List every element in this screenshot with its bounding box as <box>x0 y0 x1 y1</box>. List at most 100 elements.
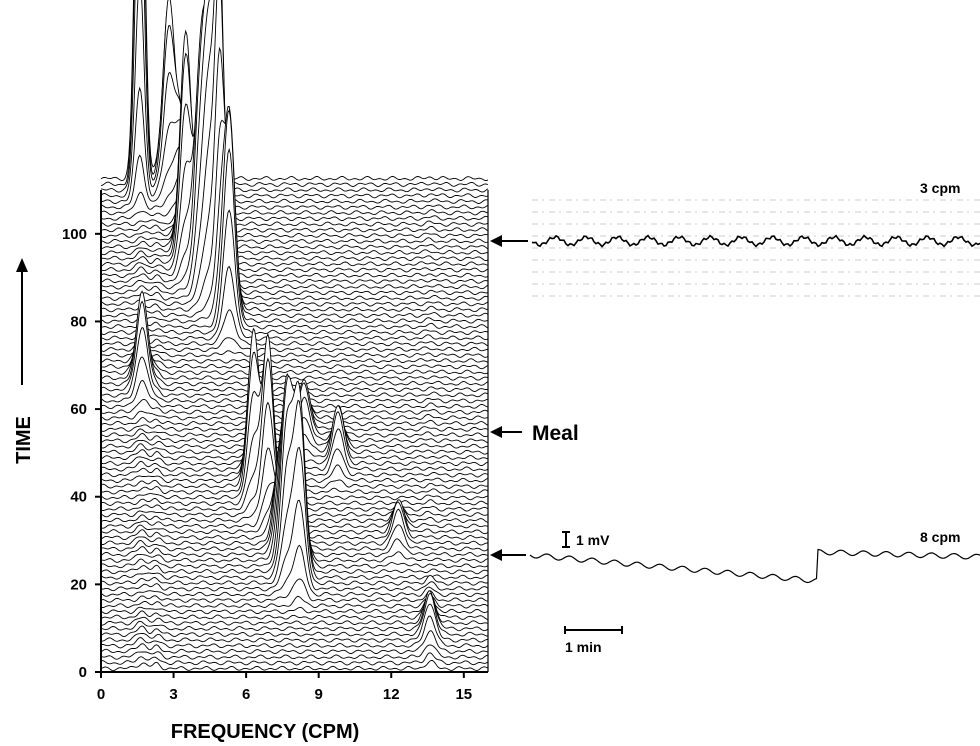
x-tick-label: 12 <box>383 686 400 703</box>
spectrum-line <box>100 590 489 632</box>
spectrum-line <box>100 109 489 324</box>
x-axis-title: FREQUENCY (CPM) <box>171 721 360 743</box>
spectrum-line <box>100 143 489 239</box>
x-tick-label: 6 <box>242 686 250 703</box>
time-scale-label: 1 min <box>565 639 602 655</box>
spectrum-line <box>100 306 489 375</box>
spectrum-fill <box>101 411 488 467</box>
x-tick-label: 3 <box>169 686 177 703</box>
spectrum-line <box>100 101 489 267</box>
spectrum-line <box>100 339 489 358</box>
y-axis-title-group: TIME <box>13 416 35 464</box>
spectrum-line <box>100 499 489 592</box>
spectrum-line <box>100 46 489 307</box>
ecg-traces <box>529 199 980 584</box>
spectrum-line <box>100 595 489 609</box>
spectrum-line <box>100 293 489 381</box>
spectrum-line <box>100 337 489 353</box>
spectrum-line <box>100 265 489 341</box>
voltage-scale-label: 1 mV <box>576 532 610 548</box>
spectrum-line <box>100 106 489 318</box>
spectrum-line <box>100 3 489 279</box>
waterfall-plot <box>100 0 489 672</box>
arrow-8cpm-icon <box>490 549 526 561</box>
spectrum-fill <box>101 579 488 603</box>
spectrum-line <box>100 660 489 672</box>
spectrum-line <box>100 173 489 216</box>
x-ticks: 0 3 6 9 12 15 <box>97 672 472 703</box>
spectrum-line <box>100 45 489 273</box>
spectrum-line <box>100 0 489 199</box>
x-tick-label: 0 <box>97 686 105 703</box>
spectrum-fill <box>101 481 488 529</box>
y-tick-label: 20 <box>70 576 87 593</box>
spectrum-fill <box>101 500 488 592</box>
x-tick-label: 15 <box>455 686 472 703</box>
label-8cpm: 8 cpm <box>920 529 960 545</box>
trace-8cpm <box>529 548 980 584</box>
y-tick-label: 40 <box>70 489 87 506</box>
spectrum-fill <box>101 545 488 598</box>
spectrum-fill <box>101 0 488 296</box>
spectrum-line <box>100 209 489 335</box>
spectrum-line <box>100 119 489 313</box>
y-tick-label: 80 <box>70 313 87 330</box>
spectrum-line <box>100 183 489 233</box>
y-tick-label: 60 <box>70 401 87 418</box>
y-axis-title: TIME <box>13 416 35 464</box>
spectrum-line <box>100 199 489 227</box>
spectrum-line <box>100 578 489 603</box>
x-tick-label: 9 <box>315 686 323 703</box>
spectrum-line <box>100 325 489 370</box>
spectrum-line <box>100 630 489 655</box>
spectrum-fill <box>101 596 488 609</box>
spectrum-line <box>100 86 489 204</box>
spectrum-line <box>100 147 489 330</box>
arrow-3cpm-icon <box>490 235 528 247</box>
spectrum-line <box>100 644 489 660</box>
axes: 0 3 6 9 12 15 0 20 40 60 80 100 FREQUENCY (CPM) TI… <box>13 190 488 743</box>
spectrum-line <box>100 309 489 347</box>
spectrum-line <box>100 399 489 580</box>
spectrum-fill <box>101 405 488 461</box>
y-tick-label: 0 <box>79 664 87 681</box>
spectrum-line <box>100 603 488 643</box>
spectrum-line <box>100 146 489 210</box>
spectrum-fill <box>101 652 488 666</box>
spectrum-line <box>100 193 489 222</box>
spectrum-line <box>100 446 489 586</box>
spectrum-fill <box>101 464 488 535</box>
meal-label: Meal <box>532 422 579 445</box>
spectrum-line <box>100 29 489 256</box>
annotations: Meal 3 cpm 8 cpm 1 mV 1 min <box>490 180 960 655</box>
trace-3cpm-line <box>531 234 980 248</box>
spectrum-line <box>100 0 489 301</box>
spectrum-line <box>100 52 489 261</box>
spectrum-line <box>100 0 489 284</box>
spectrum-line <box>100 380 489 575</box>
spectrum-line <box>100 0 489 187</box>
y-ticks: 0 20 40 60 80 100 <box>62 226 101 681</box>
time-scale-bar-icon <box>564 626 623 634</box>
spectrum-fill <box>101 396 488 472</box>
spectrum-line <box>100 615 489 649</box>
y-tick-label: 100 <box>62 226 87 243</box>
spectrum-line <box>100 0 489 290</box>
spectrum-line <box>100 593 489 626</box>
spectrum-line <box>100 49 489 250</box>
spectrum-line <box>100 0 489 193</box>
spectrum-fill <box>101 593 488 637</box>
time-arrow-icon <box>16 258 28 385</box>
spectrum-line <box>100 290 489 387</box>
spectrum-line <box>100 0 489 296</box>
spectrum-line <box>100 652 489 666</box>
spectrum-fill <box>101 405 488 455</box>
spectrum-line <box>100 592 489 637</box>
spectrum-line <box>100 335 489 364</box>
spectrum-line <box>100 544 489 598</box>
label-3cpm: 3 cpm <box>920 180 960 196</box>
arrow-meal-icon <box>490 426 522 438</box>
spectrum-line <box>100 596 489 615</box>
voltage-scale-bar-icon <box>562 531 570 548</box>
